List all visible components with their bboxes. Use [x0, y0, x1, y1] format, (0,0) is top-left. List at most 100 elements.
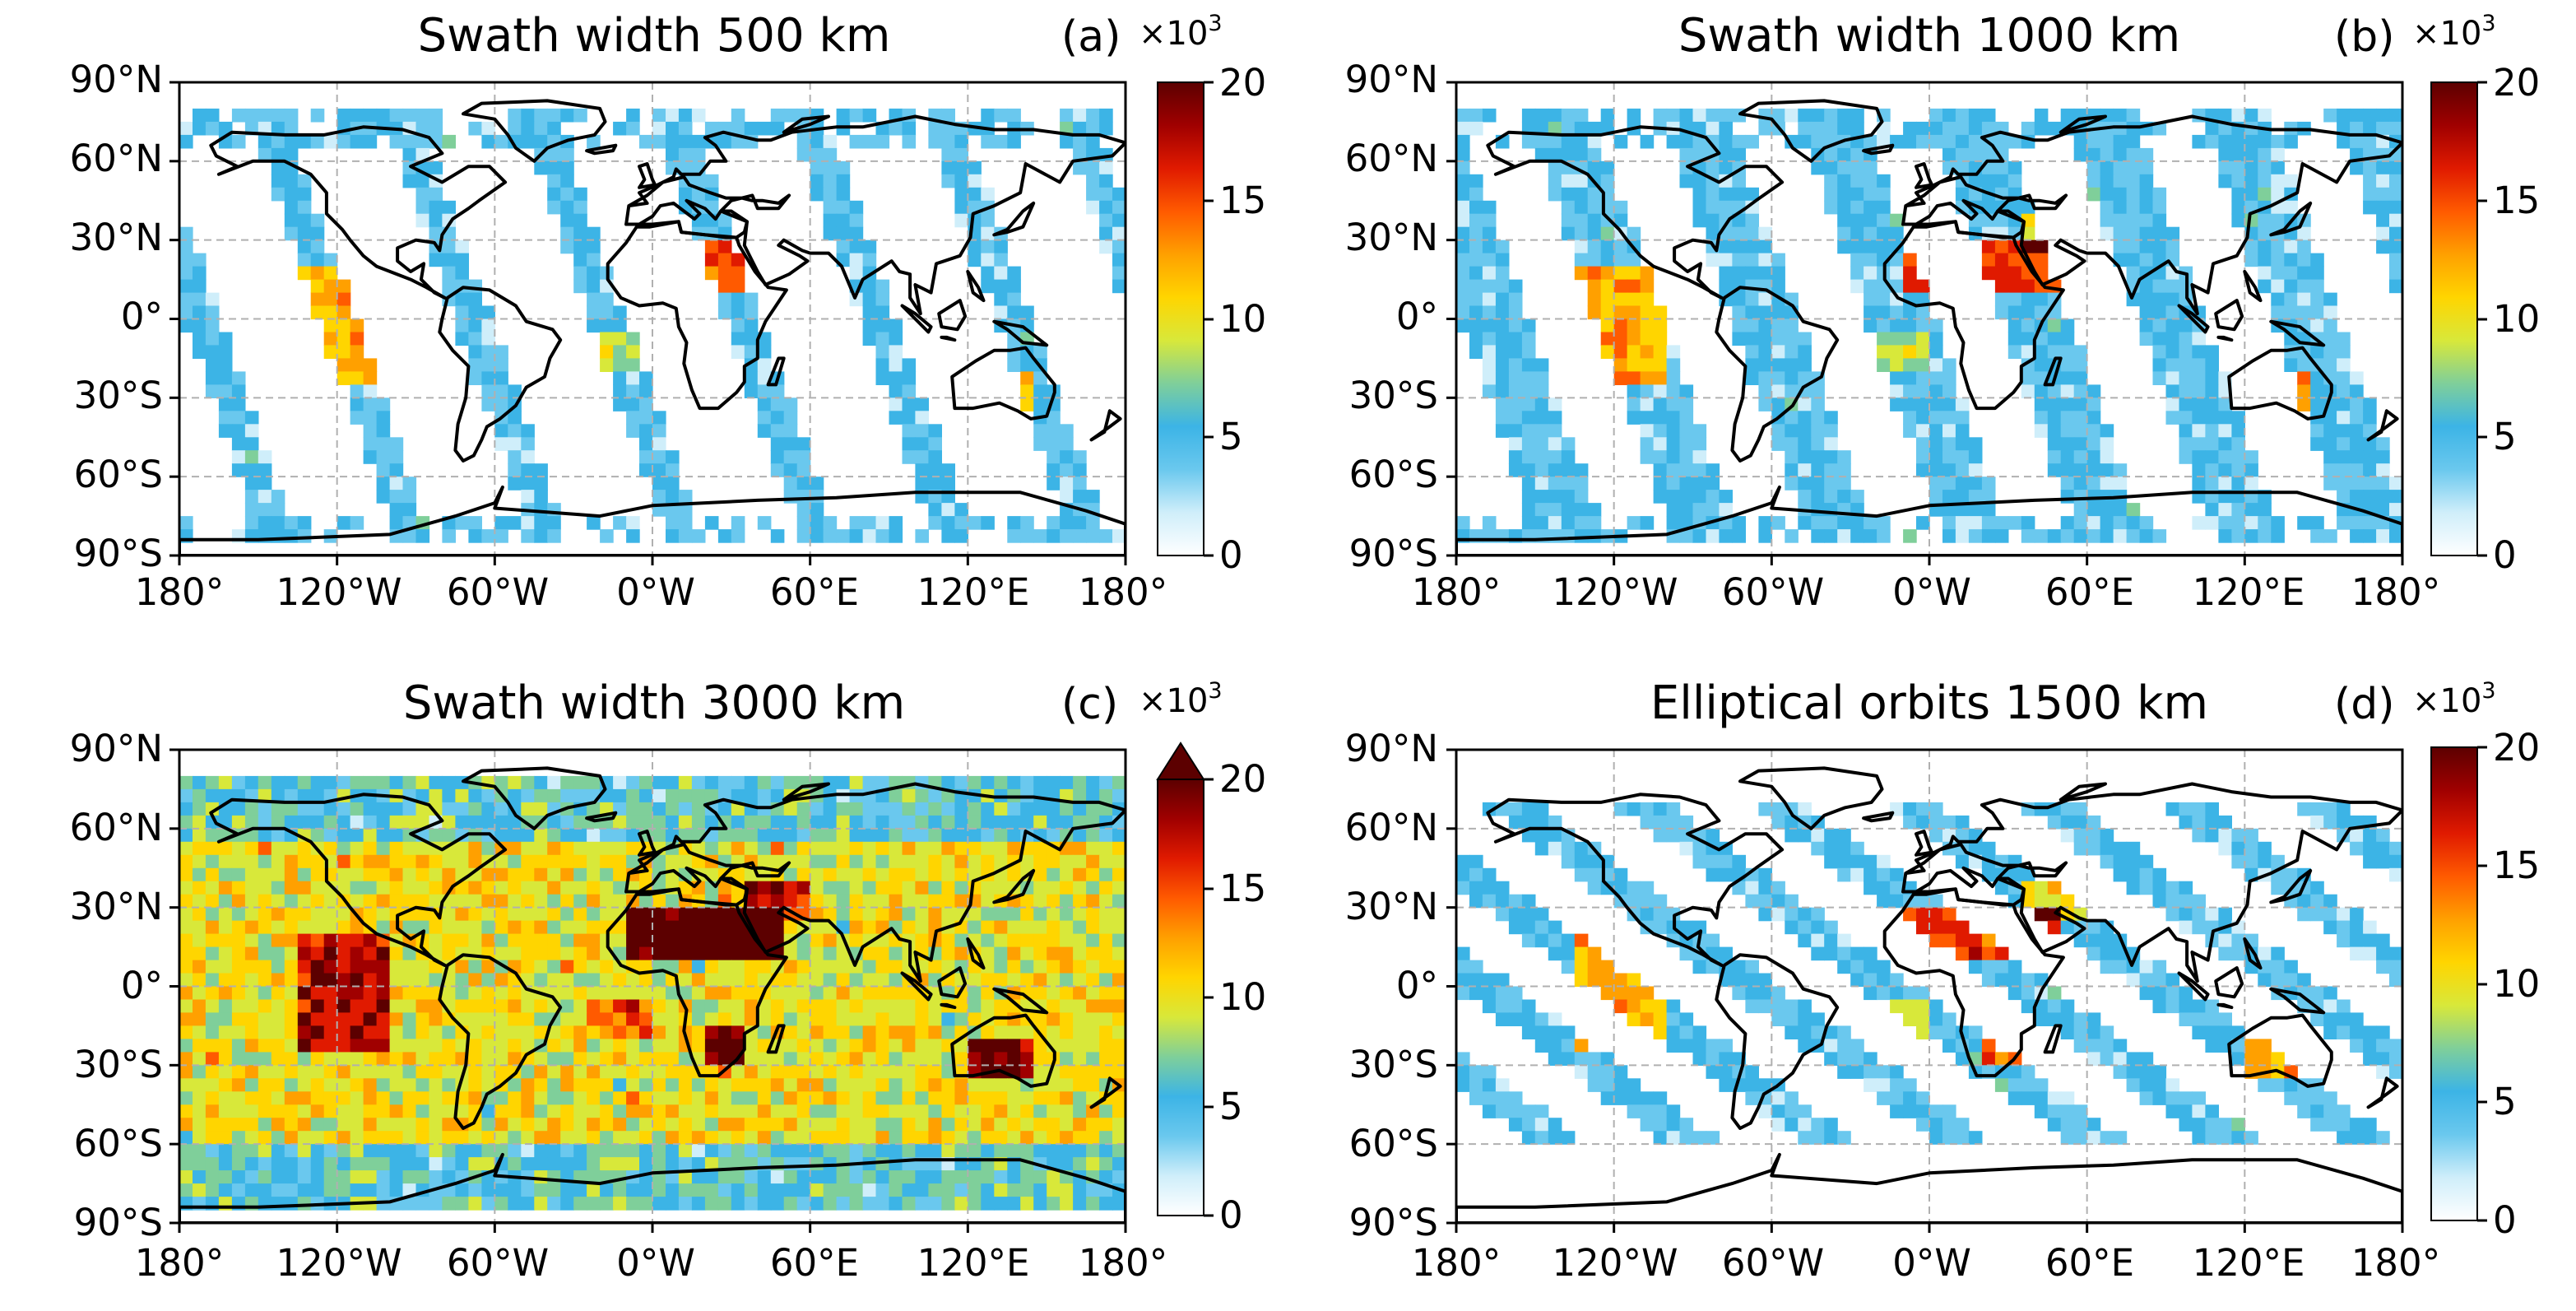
coverage-cell	[889, 854, 903, 869]
coverage-cell	[1099, 108, 1113, 123]
coverage-cell	[1706, 121, 1720, 136]
coverage-cell	[849, 516, 864, 530]
coverage-cell	[2310, 802, 2324, 816]
coverage-cell	[337, 828, 351, 843]
coverage-cell	[1600, 318, 1615, 333]
coverage-cell	[717, 933, 732, 948]
coverage-cell	[915, 881, 929, 895]
coverage-cell	[915, 1065, 929, 1079]
coverage-cell	[1850, 108, 1864, 123]
coverage-cell	[1561, 841, 1576, 856]
coverage-cell	[1600, 253, 1615, 267]
coverage-cell	[783, 450, 798, 464]
coverage-cell	[297, 960, 312, 974]
coverage-cell	[2231, 200, 2245, 215]
coverage-cell	[1099, 881, 1113, 895]
coverage-cell	[849, 973, 864, 988]
coverage-cell	[376, 960, 391, 974]
coverage-cell	[994, 239, 1008, 254]
coverage-cell	[639, 424, 653, 438]
coverage-cell	[836, 999, 851, 1014]
coverage-cell	[1798, 828, 1812, 843]
coverage-cell	[1942, 490, 1956, 504]
coverage-cell	[704, 986, 719, 1001]
coverage-cell	[744, 788, 759, 803]
coverage-cell	[1942, 411, 1956, 425]
coverage-cell	[205, 1183, 220, 1197]
coverage-cell	[2297, 397, 2311, 411]
coverage-cell	[717, 1157, 732, 1171]
coverage-cell	[218, 841, 233, 856]
coverage-cell	[1864, 174, 1877, 188]
coverage-cell	[691, 1078, 706, 1092]
coverage-cell	[2073, 503, 2088, 517]
coverage-cell	[862, 108, 877, 123]
coverage-cell	[2086, 437, 2101, 451]
coverage-cell	[193, 920, 207, 935]
coverage-cell	[2126, 253, 2141, 267]
coverage-cell	[1811, 490, 1825, 504]
coverage-cell	[1877, 867, 1891, 882]
coverage-cell	[244, 516, 259, 530]
coverage-cell	[2337, 907, 2351, 922]
coverage-cell	[968, 253, 982, 267]
coverage-cell	[547, 529, 561, 543]
coverage-cell	[521, 450, 535, 464]
coverage-cell	[547, 933, 561, 948]
coverage-cell	[2218, 437, 2232, 451]
coverage-cell	[1587, 292, 1602, 307]
coverage-cell	[1534, 437, 1549, 451]
coverage-cell	[244, 946, 259, 961]
coverage-cell	[481, 1131, 495, 1145]
coverage-cell	[1060, 894, 1074, 909]
coverage-cell	[271, 1144, 285, 1158]
coverage-cell	[968, 1052, 982, 1066]
coverage-cell	[678, 907, 693, 922]
coverage-cell	[757, 907, 772, 922]
coverage-cell	[468, 986, 482, 1001]
panel-c-cb-tick: 15	[1219, 867, 1266, 910]
coverage-cell	[547, 174, 561, 188]
coverage-cell	[231, 1157, 246, 1171]
coverage-cell	[981, 226, 995, 241]
coverage-cell	[1548, 134, 1562, 149]
coverage-cell	[2218, 463, 2232, 477]
coverage-cell	[875, 1170, 890, 1184]
coverage-cell	[2165, 411, 2180, 425]
coverage-cell	[193, 1157, 207, 1171]
coverage-cell	[547, 1144, 561, 1158]
coverage-cell	[1047, 775, 1061, 790]
coverage-cell	[297, 200, 312, 215]
coverage-cell	[363, 1012, 378, 1026]
coverage-cell	[415, 881, 430, 895]
coverage-cell	[429, 1039, 443, 1053]
coverage-cell	[415, 920, 430, 935]
coverage-cell	[2350, 437, 2364, 451]
coverage-cell	[1047, 1183, 1061, 1197]
coverage-cell	[468, 933, 482, 948]
coastline	[937, 299, 968, 332]
coverage-cell	[2363, 450, 2377, 464]
coastline	[2366, 409, 2399, 442]
coverage-cell	[1033, 986, 1047, 1001]
coverage-cell	[560, 213, 574, 228]
coverage-cell	[744, 1104, 759, 1118]
coverage-cell	[297, 946, 312, 961]
coverage-cell	[731, 121, 745, 136]
coverage-cell	[744, 1131, 759, 1145]
coverage-cell	[2337, 463, 2351, 477]
coverage-cell	[1469, 121, 1483, 136]
coverage-cell	[810, 1012, 824, 1026]
coverage-cell	[455, 920, 469, 935]
coverage-cell	[271, 920, 285, 935]
coverage-cell	[2310, 516, 2324, 530]
coverage-cell	[717, 1118, 732, 1132]
coverage-cell	[2165, 305, 2180, 320]
panel-b-coverage-field	[1456, 108, 2402, 543]
coverage-cell	[2060, 529, 2075, 543]
coverage-cell	[179, 121, 193, 136]
coverage-cell	[836, 1118, 851, 1132]
coverage-cell	[889, 867, 903, 882]
coastline	[438, 286, 563, 463]
coverage-cell	[2376, 200, 2390, 215]
